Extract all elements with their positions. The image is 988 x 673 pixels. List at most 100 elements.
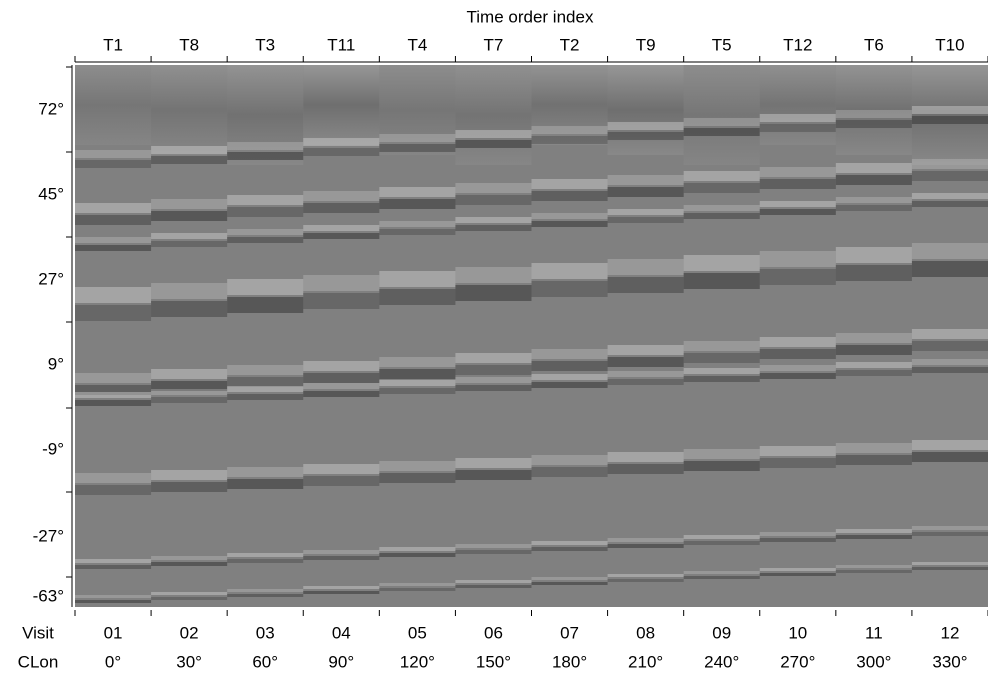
band-dark (911, 567, 988, 570)
band-dark (455, 385, 532, 391)
band-light (531, 349, 608, 359)
band-light (303, 138, 380, 146)
lat-label: 45° (38, 184, 64, 203)
column-label: T2 (560, 35, 580, 54)
band-light (683, 255, 760, 271)
band-dark (303, 148, 380, 156)
band-dark (835, 345, 912, 355)
band-light (683, 535, 760, 539)
band-dark (151, 597, 228, 600)
band-dark (227, 237, 304, 243)
visit-number: 10 (788, 623, 807, 642)
image-texture (75, 65, 988, 603)
band-light (455, 377, 532, 383)
band-light (531, 179, 608, 189)
visit-number: 08 (636, 623, 655, 642)
clon-value: 90° (328, 652, 354, 671)
band-dark (303, 373, 380, 383)
band-light (759, 337, 836, 347)
band-dark (151, 562, 228, 566)
band-dark (75, 565, 152, 569)
band-light (911, 193, 988, 199)
band-light (227, 142, 304, 150)
band-light (835, 163, 912, 173)
band-light (379, 547, 456, 551)
band-light (835, 362, 912, 368)
band-dark (455, 550, 532, 554)
band-dark (607, 187, 684, 197)
band-dark (75, 385, 152, 395)
band-dark (227, 594, 304, 597)
band-dark (835, 205, 912, 211)
visit-number: 04 (332, 623, 351, 642)
clon-value: 240° (704, 652, 739, 671)
band-dark (683, 183, 760, 193)
band-light (151, 389, 228, 395)
band-light (379, 187, 456, 197)
band-dark (759, 458, 836, 468)
band-dark (911, 171, 988, 181)
lat-label: -27° (33, 526, 64, 545)
band-dark (379, 229, 456, 235)
band-light (607, 209, 684, 215)
band-dark (379, 144, 456, 152)
band-dark (75, 245, 152, 251)
band-light (531, 213, 608, 219)
band-dark (303, 203, 380, 213)
band-light (151, 146, 228, 154)
band-light (607, 574, 684, 577)
band-dark (151, 156, 228, 164)
band-light (911, 329, 988, 339)
band-light (531, 263, 608, 279)
band-light (531, 577, 608, 580)
band-light (683, 368, 760, 374)
band-light (227, 195, 304, 205)
band-dark (683, 376, 760, 382)
lat-label: -63° (33, 586, 64, 605)
band-dark (835, 535, 912, 539)
band-dark (683, 128, 760, 136)
band-light (835, 443, 912, 453)
band-light (607, 175, 684, 185)
band-dark (835, 175, 912, 185)
band-light (151, 283, 228, 299)
band-dark (227, 207, 304, 217)
band-light (75, 595, 152, 598)
column-label: T1 (103, 35, 123, 54)
band-dark (227, 479, 304, 489)
visit-number: 06 (484, 623, 503, 642)
band-light (455, 580, 532, 583)
visit-number: 05 (408, 623, 427, 642)
band-dark (835, 370, 912, 376)
band-light (683, 449, 760, 459)
band-dark (151, 241, 228, 247)
band-light (759, 201, 836, 207)
clon-value: 180° (552, 652, 587, 671)
band-dark (379, 369, 456, 379)
band-dark (379, 588, 456, 591)
band-dark (151, 211, 228, 221)
band-light (759, 114, 836, 122)
clon-value: 60° (252, 652, 278, 671)
band-dark (531, 221, 608, 227)
band-light (455, 217, 532, 223)
band-dark (531, 467, 608, 477)
band-light (75, 203, 152, 213)
band-dark (607, 379, 684, 385)
polar-region (911, 65, 988, 165)
band-light (455, 544, 532, 548)
polar-region (759, 65, 836, 145)
band-light (683, 341, 760, 351)
band-dark (911, 341, 988, 351)
band-dark (75, 600, 152, 603)
band-dark (531, 582, 608, 585)
band-light (835, 110, 912, 118)
band-dark (759, 179, 836, 189)
band-dark (379, 553, 456, 557)
band-light (227, 467, 304, 477)
band-dark (531, 191, 608, 201)
band-dark (911, 532, 988, 536)
band-light (75, 559, 152, 563)
band-light (759, 251, 836, 267)
band-dark (227, 559, 304, 563)
